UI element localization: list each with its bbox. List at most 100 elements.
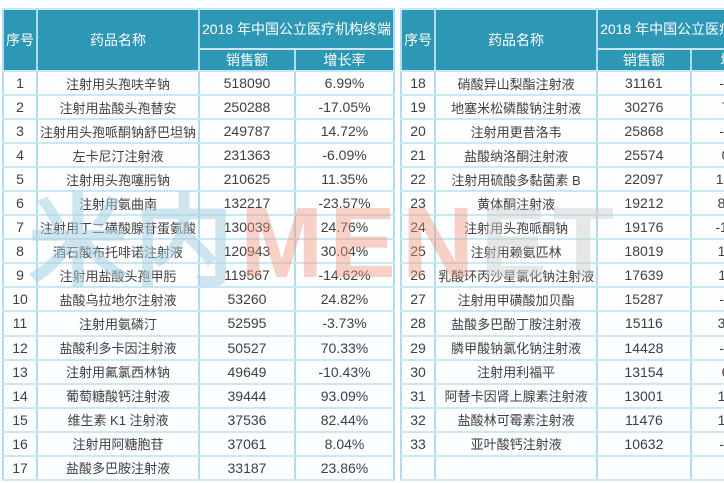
table-row: 9 注射用盐酸头孢甲肟 119567 -14.62%	[2, 262, 396, 289]
sales-cell: 15116	[596, 310, 692, 337]
drug-name-cell: 亚叶酸钙注射液	[434, 430, 599, 457]
drug-name-cell: 注射用赖氨匹林	[434, 238, 599, 265]
sales-cell: 210625	[198, 166, 296, 193]
drug-name-cell: 阿替卡因肾上腺素注射液	[434, 382, 599, 409]
growth-cell: -23.57%	[293, 190, 396, 217]
drug-name-cell: 注射用头孢哌酮钠舒巴坦钠	[35, 118, 201, 145]
sales-cell: 53260	[198, 286, 296, 313]
table-body-left: 1 注射用头孢呋辛钠 518090 6.99% 2 注射用盐酸头孢替安 250288 -17.…	[2, 69, 396, 482]
serial-cell: 7	[2, 214, 38, 241]
table-row: 28盐酸多巴酚丁胺注射液1511630.59%	[400, 310, 724, 337]
drug-name-cell: 盐酸多巴酚丁胺注射液	[434, 310, 599, 337]
serial-cell: 19	[400, 94, 437, 121]
col-header-sales: 销售额	[198, 48, 296, 72]
table-body-right: 18硝酸异山梨酯注射液31161-1.14%19地塞米松磷酸钠注射液302767…	[400, 69, 724, 482]
sales-cell: 18019	[596, 238, 692, 265]
table-row: 16 注射用阿糖胞苷 37061 8.04%	[2, 430, 396, 457]
sales-cell: 231363	[198, 142, 296, 169]
sales-cell: 132217	[198, 190, 296, 217]
sales-cell: 13001	[596, 382, 692, 409]
sales-cell: 119567	[198, 262, 296, 289]
table-row: 8 酒石酸布托啡诺注射液 120943 30.04%	[2, 238, 396, 265]
table-row: 5 注射用头孢噻肟钠 210625 11.35%	[2, 166, 396, 193]
growth-cell: 11.35%	[293, 166, 396, 193]
drug-name-cell: 乳酸环丙沙星氯化钠注射液	[434, 262, 599, 289]
col-header-drug-name: 药品名称	[434, 8, 599, 72]
serial-cell: 18	[400, 69, 437, 97]
serial-cell: 23	[400, 190, 437, 217]
growth-cell: -14.62%	[293, 262, 396, 289]
sales-cell: 30276	[596, 94, 692, 121]
growth-cell: 6.60%	[689, 358, 724, 385]
serial-cell: 20	[400, 118, 437, 145]
growth-cell: -4.40%	[689, 334, 724, 361]
table-row: 6 注射用氨曲南 132217 -23.57%	[2, 190, 396, 217]
drug-name-cell: 注射用氨磷汀	[35, 310, 201, 337]
serial-cell: 11	[2, 310, 38, 337]
drug-name-cell: 注射用阿糖胞苷	[35, 430, 201, 457]
sales-cell: 10632	[596, 430, 692, 457]
serial-cell: 3	[2, 118, 38, 145]
serial-cell: 14	[2, 382, 38, 409]
table-row: 12 盐酸利多卡因注射液 50527 70.33%	[2, 334, 396, 361]
table-row: 26乳酸环丙沙星氯化钠注射液1763911.16%	[400, 262, 724, 289]
growth-cell: 70.33%	[293, 334, 396, 361]
sales-cell: 37536	[198, 406, 296, 433]
sales-cell: 15287	[596, 286, 692, 313]
serial-cell: 26	[400, 262, 437, 289]
table-row: 23黄体酮注射液1921287.91%	[400, 190, 724, 217]
growth-cell: -8.56%	[689, 286, 724, 313]
table-row: 2 注射用盐酸头孢替安 250288 -17.05%	[2, 94, 396, 121]
table-row	[400, 454, 724, 482]
drug-name-cell: 注射用氟氯西林钠	[35, 358, 201, 385]
serial-cell: 15	[2, 406, 38, 433]
col-header-sales: 销售额	[596, 48, 692, 72]
table-row: 25注射用赖氨匹林1801918.12%	[400, 238, 724, 265]
table-row: 4 左卡尼汀注射液 231363 -6.09%	[2, 142, 396, 169]
growth-cell: 30.04%	[293, 238, 396, 265]
growth-cell: -17.05%	[293, 94, 396, 121]
serial-cell: 16	[2, 430, 38, 457]
col-header-serial: 序号	[2, 8, 38, 72]
growth-cell: 6.99%	[293, 69, 396, 97]
table-row: 21盐酸纳洛酮注射液255740.32%	[400, 142, 724, 169]
col-header-group-title: 2018 年中国公立医疗机构终端	[596, 8, 724, 50]
table-row: 15 维生素 K1 注射液 37536 82.44%	[2, 406, 396, 433]
growth-cell: 23.86%	[293, 454, 396, 482]
table-row: 10 盐酸乌拉地尔注射液 53260 24.82%	[2, 286, 396, 313]
drug-name-cell: 葡萄糖酸钙注射液	[35, 382, 201, 409]
growth-cell: 8.04%	[293, 430, 396, 457]
drug-name-cell: 注射用盐酸头孢替安	[35, 94, 201, 121]
serial-cell: 28	[400, 310, 437, 337]
drug-name-cell: 注射用丁二磺酸腺苷蛋氨酸	[35, 214, 201, 241]
serial-cell: 10	[2, 286, 38, 313]
serial-cell: 32	[400, 406, 437, 433]
sales-cell: 120943	[198, 238, 296, 265]
drug-name-cell: 盐酸利多卡因注射液	[35, 334, 201, 361]
drug-name-cell: 盐酸多巴胺注射液	[35, 454, 201, 482]
serial-cell: 22	[400, 166, 437, 193]
sales-cell: 249787	[198, 118, 296, 145]
serial-cell: 13	[2, 358, 38, 385]
table-row: 19地塞米松磷酸钠注射液302767.16%	[400, 94, 724, 121]
sales-cell: 19212	[596, 190, 692, 217]
col-header-serial: 序号	[400, 8, 437, 72]
serial-cell: 9	[2, 262, 38, 289]
sales-cell: 37061	[198, 430, 296, 457]
serial-cell: 8	[2, 238, 38, 265]
sales-cell: 13154	[596, 358, 692, 385]
table-row: 31阿替卡因肾上腺素注射液1300114.50%	[400, 382, 724, 409]
serial-cell: 27	[400, 286, 437, 313]
header-row-sub: 销售额 增长率	[401, 48, 724, 72]
header-row-sub: 销售额 增长率	[3, 48, 396, 72]
drug-table-right: 序号 药品名称 2018 年中国公立医疗机构终端 销售额 增长率 18硝酸异山梨…	[400, 8, 724, 482]
growth-cell: -3.73%	[293, 310, 396, 337]
drug-name-cell	[434, 454, 599, 482]
drug-name-cell: 膦甲酸钠氯化钠注射液	[434, 334, 599, 361]
serial-cell: 25	[400, 238, 437, 265]
